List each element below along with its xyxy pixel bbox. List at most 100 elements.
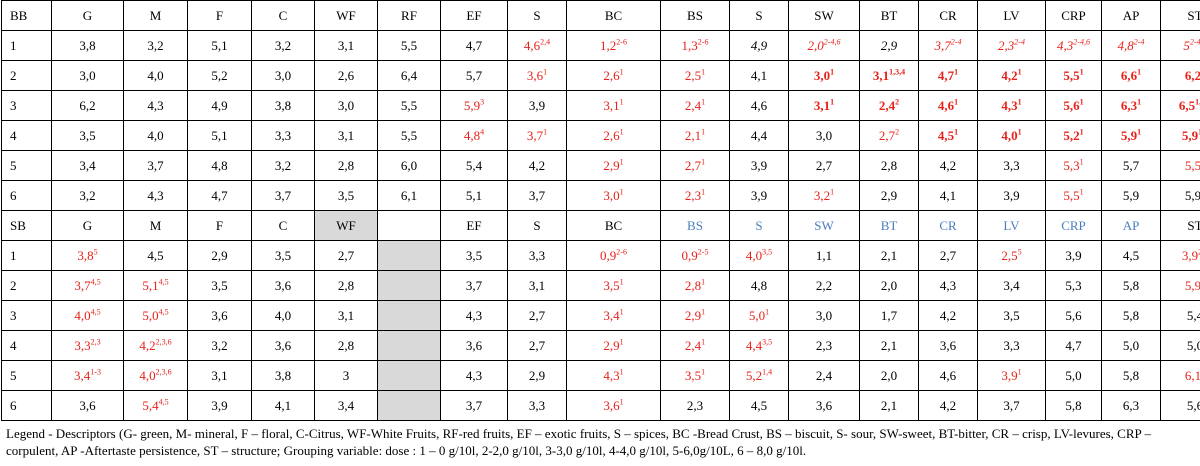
significance-superscript: 3 bbox=[480, 97, 485, 107]
cell-value: 2,8 bbox=[880, 157, 898, 173]
cell-value: 3,5 bbox=[465, 247, 483, 263]
table-cell: 5,8 bbox=[1101, 300, 1161, 331]
table-cell: 2,91 bbox=[660, 300, 730, 331]
cell-value: 3,8 bbox=[274, 97, 292, 113]
cell-value: 4,0 bbox=[147, 127, 164, 143]
cell-value: 3,9 bbox=[1065, 247, 1082, 263]
cell-value: SB bbox=[10, 217, 26, 233]
cell-value: 2,1 bbox=[880, 337, 898, 353]
cell-value: CRP bbox=[1061, 217, 1086, 233]
table-cell: 3,7 bbox=[507, 180, 567, 211]
significance-superscript: 4,5 bbox=[90, 307, 101, 317]
cell-value: 3,0 bbox=[813, 67, 831, 83]
table-cell: 3,71 bbox=[507, 120, 567, 151]
cell-value: 3,3 bbox=[1003, 337, 1020, 353]
cell-value: 4,1 bbox=[750, 67, 768, 83]
table-cell: 2,9 bbox=[859, 180, 919, 211]
cell-value: 3,2 bbox=[274, 157, 292, 173]
table-cell: 2,81 bbox=[660, 270, 730, 301]
table-cell: 5,6 bbox=[1045, 300, 1102, 331]
cell-value: 5,1 bbox=[211, 127, 228, 143]
table-cell: 4,3 bbox=[440, 300, 508, 331]
table-cell: 4,21 bbox=[977, 60, 1046, 91]
column-header: S bbox=[507, 210, 567, 241]
table-legend: Legend - Descriptors (G- green, M- miner… bbox=[6, 426, 1152, 458]
cell-value: 3,0 bbox=[337, 97, 355, 113]
cell-value: 2 bbox=[10, 277, 17, 293]
significance-superscript: 2-6 bbox=[697, 37, 709, 47]
table-cell: 2,8 bbox=[314, 330, 378, 361]
cell-value: 3,9 bbox=[211, 397, 228, 413]
cell-value: 4,7 bbox=[937, 67, 955, 83]
table-cell: 3,6 bbox=[187, 300, 252, 331]
cell-value: 3,3 bbox=[74, 337, 91, 353]
cell-value: 3,0 bbox=[603, 187, 620, 203]
cell-value: 5,8 bbox=[1122, 277, 1140, 293]
table-cell: 3,9 bbox=[729, 150, 789, 181]
cell-value: 4,7 bbox=[211, 187, 228, 203]
cell-value: 2,5 bbox=[684, 67, 702, 83]
significance-superscript: 2,3,6 bbox=[155, 337, 172, 347]
significance-superscript: 1 bbox=[701, 157, 706, 167]
cell-value: 4 bbox=[10, 127, 17, 143]
cell-value: LV bbox=[1003, 217, 1020, 233]
table-cell: 5,7 bbox=[1101, 150, 1161, 181]
significance-superscript: 1 bbox=[830, 67, 835, 77]
table-cell: 2,41 bbox=[660, 330, 730, 361]
table-cell: 3,5 bbox=[440, 240, 508, 271]
cell-value: BS bbox=[687, 7, 703, 23]
table-cell: 5,51 bbox=[1045, 180, 1102, 211]
table-cell: 3,4 bbox=[314, 390, 378, 421]
cell-value: 4,3 bbox=[1057, 37, 1074, 53]
significance-superscript: 1 bbox=[954, 97, 959, 107]
cell-value: 4,3 bbox=[939, 277, 957, 293]
table-cell: 5,6 bbox=[1160, 390, 1200, 421]
cell-value: 2,1 bbox=[880, 247, 898, 263]
table-cell: 3,6 bbox=[788, 390, 860, 421]
cell-value: 3,1 bbox=[603, 97, 620, 113]
cell-value: BT bbox=[880, 217, 898, 233]
table-cell: 2,7 bbox=[918, 240, 978, 271]
cell-value: 4,2 bbox=[139, 337, 156, 353]
table-cell: 4,2 bbox=[507, 150, 567, 181]
cell-value: 3,5 bbox=[1003, 307, 1020, 323]
cell-value: 2,7 bbox=[528, 307, 546, 323]
cell-value: 5,6 bbox=[1065, 307, 1082, 323]
table-cell: 3,41-3 bbox=[51, 360, 124, 391]
table-cell: 3,6 bbox=[440, 330, 508, 361]
cell-value: 5,0 bbox=[1065, 367, 1082, 383]
cell-value: 4,6 bbox=[937, 97, 955, 113]
cell-value: 2,5 bbox=[1001, 247, 1018, 263]
cell-value: 6,3 bbox=[1122, 397, 1140, 413]
table-cell: 2,7 bbox=[507, 300, 567, 331]
column-header: WF bbox=[314, 210, 378, 241]
table-cell: 5,91 bbox=[1101, 120, 1161, 151]
table-cell: 1,1 bbox=[788, 240, 860, 271]
table-cell: 4,31 bbox=[977, 90, 1046, 121]
cell-value: 1,7 bbox=[880, 307, 898, 323]
significance-superscript: 1 bbox=[701, 277, 706, 287]
table-cell: 4,3 bbox=[440, 360, 508, 391]
cell-value: 2,7 bbox=[684, 157, 702, 173]
column-header: CR bbox=[918, 210, 978, 241]
cell-value: S bbox=[755, 217, 763, 233]
cell-value: 4,1 bbox=[939, 187, 957, 203]
sb-group-label: SB bbox=[1, 210, 52, 241]
significance-superscript: 2-6 bbox=[616, 37, 627, 47]
table-cell: 3,6 bbox=[251, 270, 315, 301]
table-cell: 4,03,5 bbox=[729, 240, 789, 271]
cell-value: 4,9 bbox=[211, 97, 228, 113]
table-cell: 4,62,4 bbox=[507, 30, 567, 61]
table-cell: 5,21 bbox=[1045, 120, 1102, 151]
significance-superscript: 2,3 bbox=[90, 337, 101, 347]
table-cell: 4,51 bbox=[918, 120, 978, 151]
cell-value: C bbox=[278, 7, 288, 23]
cell-value: 3,8 bbox=[79, 37, 96, 53]
column-header: ST bbox=[1160, 210, 1200, 241]
table-cell: 5,44,5 bbox=[123, 390, 188, 421]
cell-value: 1,1 bbox=[815, 247, 833, 263]
cell-value: AP bbox=[1122, 7, 1140, 23]
column-header: M bbox=[123, 0, 188, 31]
cell-value: 4,3 bbox=[603, 367, 620, 383]
cell-value: 3 bbox=[342, 367, 350, 383]
